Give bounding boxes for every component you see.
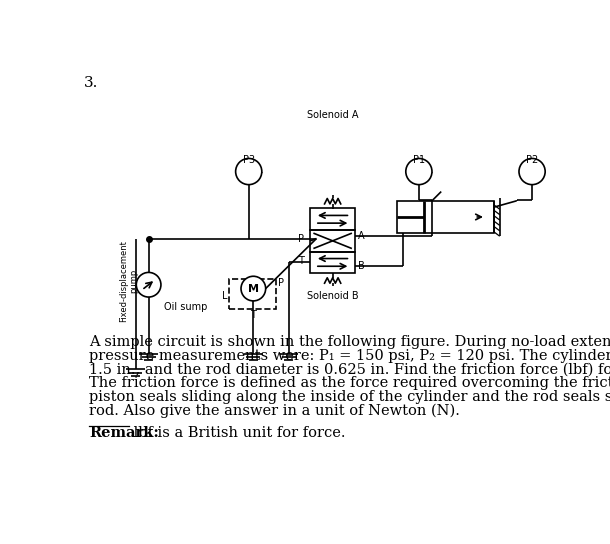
Circle shape [136, 273, 161, 297]
Text: A: A [358, 231, 365, 241]
Text: B: B [358, 261, 365, 270]
Text: lbf is a British unit for force.: lbf is a British unit for force. [129, 425, 346, 440]
Bar [310, 252, 355, 273]
Circle shape [241, 276, 266, 301]
Bar [397, 201, 493, 233]
Circle shape [406, 158, 432, 184]
Text: The friction force is defined as the force required overcoming the friction due : The friction force is defined as the for… [89, 376, 610, 391]
Text: T: T [250, 310, 256, 320]
Text: P: P [298, 234, 304, 244]
Text: A simple circuit is shown in the following figure. During no-load extension, the: A simple circuit is shown in the followi… [89, 335, 610, 349]
Text: Solenoid A: Solenoid A [307, 110, 359, 120]
Bar [310, 208, 355, 230]
Text: T: T [298, 256, 304, 266]
Text: M: M [248, 283, 259, 294]
Circle shape [519, 158, 545, 184]
Circle shape [235, 158, 262, 184]
Text: P1: P1 [413, 156, 425, 165]
Text: L: L [221, 291, 227, 301]
Text: Oil sump: Oil sump [164, 302, 207, 312]
Bar [229, 279, 276, 308]
Text: Remark:: Remark: [89, 425, 159, 440]
Text: rod. Also give the answer in a unit of Newton (N).: rod. Also give the answer in a unit of N… [89, 404, 460, 418]
Text: Fixed-displacement
pump: Fixed-displacement pump [119, 240, 138, 322]
Text: P3: P3 [243, 156, 255, 165]
Text: pressure measurements were: P₁ = 150 psi, P₂ = 120 psi. The cylinder bore diamet: pressure measurements were: P₁ = 150 psi… [89, 349, 610, 363]
Text: Solenoid B: Solenoid B [307, 291, 359, 301]
Text: 3.: 3. [84, 76, 98, 90]
Bar [310, 230, 355, 252]
Text: P2: P2 [526, 156, 538, 165]
Text: 1.5 in., and the rod diameter is 0.625 in. Find the friction force (lbf) for thi: 1.5 in., and the rod diameter is 0.625 i… [89, 362, 610, 377]
Text: P: P [278, 278, 284, 288]
Text: piston seals sliding along the inside of the cylinder and the rod seals sliding : piston seals sliding along the inside of… [89, 390, 610, 404]
